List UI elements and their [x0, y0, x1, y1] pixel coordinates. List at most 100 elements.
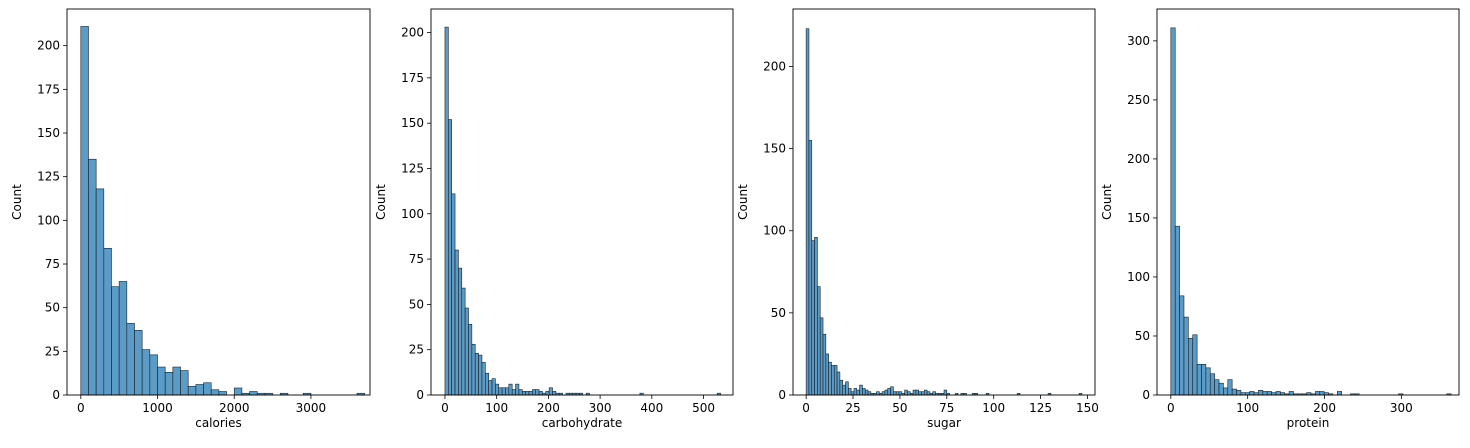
x-tick-label: 0	[802, 401, 810, 415]
histogram-bar	[825, 353, 829, 396]
histogram-bar	[498, 387, 503, 396]
histogram-bar	[918, 391, 922, 396]
y-tick-label: 300	[1127, 34, 1150, 48]
y-tick-label: 200	[763, 59, 786, 73]
histogram-bar	[884, 389, 889, 396]
histogram-bar	[828, 361, 832, 396]
histogram-bar	[444, 26, 449, 396]
histogram-bar	[842, 384, 846, 396]
x-tick-label: 300	[589, 401, 612, 415]
histogram-bar	[126, 323, 135, 396]
histogram-bar	[454, 249, 459, 396]
histogram-bar	[141, 349, 151, 396]
histogram-bar	[249, 391, 258, 396]
histogram-bar	[88, 158, 97, 396]
x-tick-label: 1000	[142, 401, 173, 415]
y-axis-label: Count	[736, 184, 750, 220]
y-tick-label: 175	[37, 82, 60, 96]
histogram-bar	[518, 389, 523, 396]
histogram-bar	[525, 391, 530, 396]
histogram-bar	[521, 391, 526, 396]
x-tick-label: 200	[537, 401, 560, 415]
histogram-bar	[545, 391, 550, 396]
y-tick-label: 0	[416, 388, 424, 402]
histogram-bar	[1214, 379, 1220, 396]
histogram-bar	[210, 389, 220, 396]
y-tick-label: 200	[401, 26, 424, 40]
histogram-bar	[505, 387, 510, 396]
histogram-bar	[943, 389, 948, 396]
axes-frame	[1156, 8, 1460, 396]
x-tick-label: 100	[1236, 401, 1259, 415]
y-tick-label: 50	[45, 301, 60, 315]
histogram-bar	[218, 391, 227, 396]
histogram-bar	[895, 391, 900, 396]
histogram-bar	[1196, 364, 1202, 396]
histogram-bar	[1188, 338, 1194, 396]
histogram-bar	[501, 387, 506, 396]
histogram-bar	[538, 391, 543, 396]
histogram-bar	[1218, 382, 1224, 396]
y-tick-label: 125	[37, 170, 60, 184]
y-tick-label: 100	[763, 224, 786, 238]
histogram-bar	[458, 267, 463, 396]
histogram-bar	[850, 391, 855, 396]
histogram-bar	[1183, 316, 1189, 396]
histogram-bar	[867, 391, 872, 396]
histogram-bar	[822, 333, 827, 396]
x-axis-label: calories	[195, 416, 242, 430]
y-tick-label: 0	[778, 388, 786, 402]
y-tick-label: 150	[37, 126, 60, 140]
histogram-bar	[451, 193, 456, 396]
x-axis-label: carbohydrate	[542, 416, 623, 430]
histogram-bar	[926, 391, 931, 396]
y-tick-label: 25	[45, 344, 60, 358]
histogram-bar	[461, 287, 466, 396]
histogram-bar	[157, 366, 166, 396]
histogram-bar	[898, 391, 903, 396]
histogram-bar	[515, 383, 520, 396]
histogram-bar	[1205, 367, 1211, 396]
histogram-bar	[1170, 27, 1176, 396]
y-tick-label: 100	[1127, 270, 1150, 284]
histogram-panel-sugar: 0 25 50 75 100 125 150 0 50 100 150 200 sugar Count	[736, 8, 1099, 430]
y-axis-label: Count	[1100, 184, 1114, 220]
histogram-bar	[1236, 389, 1242, 396]
histogram-bar	[149, 354, 158, 396]
x-tick-label: 500	[692, 401, 715, 415]
y-tick-label: 0	[1142, 388, 1150, 402]
histogram-bar	[187, 385, 197, 396]
x-tick-label: 0	[1167, 401, 1175, 415]
axes-frame	[430, 8, 734, 396]
histogram-bar	[195, 384, 204, 396]
x-tick-label: 100	[982, 401, 1005, 415]
histogram-bar	[80, 26, 89, 396]
histogram-bar	[836, 371, 841, 396]
y-tick-label: 50	[771, 306, 786, 320]
y-tick-label: 175	[401, 71, 424, 85]
histogram-bar	[471, 343, 476, 396]
histogram-bar	[532, 389, 537, 396]
histogram-bar	[1227, 379, 1233, 396]
histogram-bar	[1336, 391, 1342, 396]
histogram-bar	[1249, 391, 1255, 396]
histogram-bar	[907, 391, 911, 396]
x-tick-label: 2000	[219, 401, 250, 415]
histogram-bar	[817, 286, 821, 396]
histogram-bar	[876, 391, 880, 396]
histogram-bar	[464, 307, 469, 396]
x-tick-label: 0	[77, 401, 85, 415]
histogram-bar	[474, 353, 479, 396]
histogram-bar	[890, 386, 894, 396]
axes-frame	[792, 8, 1096, 396]
histogram-bar	[134, 330, 143, 396]
y-tick-label: 250	[1127, 93, 1150, 107]
axes-frame	[66, 8, 371, 396]
histogram-bar	[233, 387, 243, 396]
histogram-bar	[111, 286, 120, 396]
histogram-bar	[831, 365, 835, 396]
y-tick-label: 150	[1127, 211, 1150, 225]
y-tick-label: 100	[401, 207, 424, 221]
